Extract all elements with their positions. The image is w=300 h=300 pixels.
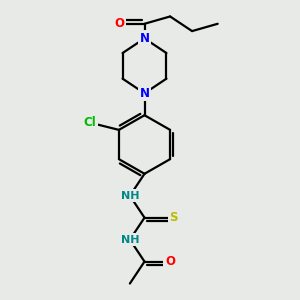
Text: Cl: Cl: [83, 116, 96, 129]
Text: N: N: [140, 32, 149, 45]
Text: NH: NH: [121, 191, 139, 201]
Text: O: O: [165, 255, 175, 268]
Text: O: O: [114, 17, 124, 30]
Text: NH: NH: [121, 235, 139, 244]
Text: S: S: [169, 211, 178, 224]
Text: N: N: [140, 87, 149, 100]
